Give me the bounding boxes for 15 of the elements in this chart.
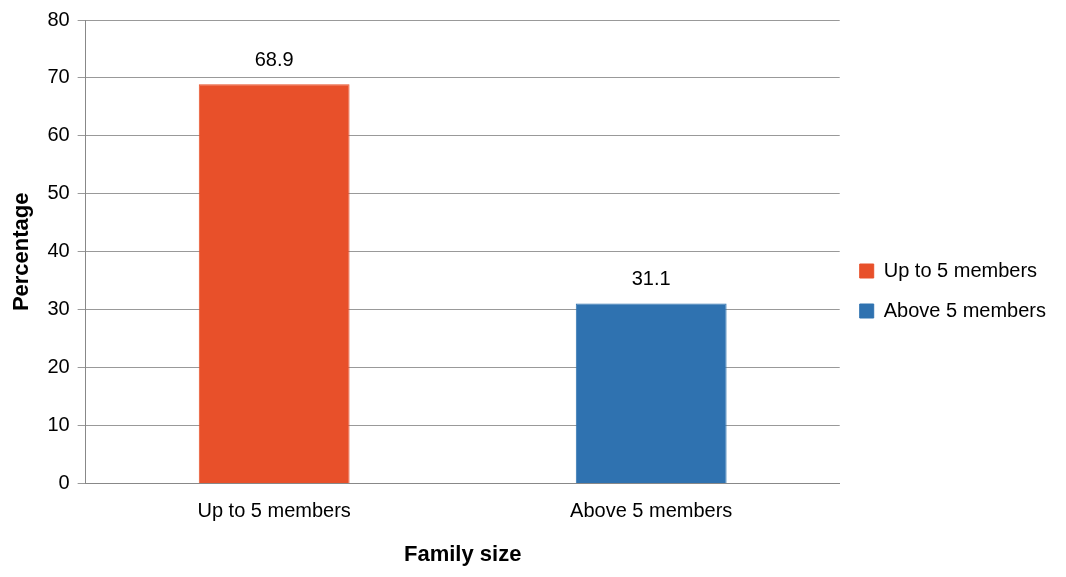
- y-tick-label: 50: [47, 181, 70, 204]
- y-axis-title: Percentage: [8, 192, 34, 312]
- legend-label: Above 5 members: [883, 298, 1046, 321]
- data-label: 68.9: [254, 47, 294, 70]
- y-tick-label: 10: [47, 413, 70, 436]
- data-label: 31.1: [631, 266, 671, 289]
- y-tick-label: 40: [47, 239, 70, 262]
- y-tick-label: 0: [58, 471, 70, 494]
- y-tick-label: 60: [47, 123, 70, 146]
- y-tick-label: 70: [47, 65, 70, 88]
- x-axis-title: Family size: [403, 540, 522, 566]
- legend-label: Up to 5 members: [883, 258, 1038, 281]
- y-tick-label: 30: [47, 297, 70, 320]
- y-tick-label: 80: [47, 7, 70, 30]
- y-tick-label: 20: [47, 355, 70, 378]
